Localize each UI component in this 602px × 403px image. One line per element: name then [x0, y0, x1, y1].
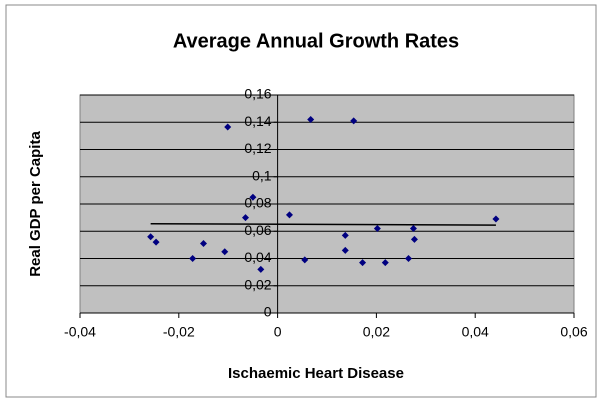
y-tick-label: 0	[264, 304, 272, 320]
point	[152, 238, 160, 246]
point	[307, 116, 315, 124]
trendline	[150, 223, 496, 226]
x-tick-label: -0,02	[163, 324, 195, 340]
point	[147, 233, 155, 241]
y-tick-label: 0,12	[244, 140, 271, 156]
point	[189, 255, 197, 262]
y-axis-label: Real GDP per Capita	[27, 131, 44, 277]
point	[249, 193, 257, 201]
point	[359, 259, 367, 267]
y-tick-label: 0,16	[244, 86, 271, 102]
point	[410, 235, 418, 243]
y-tick-label: 0,14	[244, 113, 271, 129]
x-axis-label: Ischaemic Heart Disease	[228, 365, 404, 382]
point	[257, 265, 265, 273]
point	[285, 211, 293, 219]
point	[492, 215, 500, 223]
point	[381, 259, 389, 267]
chart-title: Average Annual Growth Rates	[173, 30, 459, 52]
x-tick-label: 0,06	[560, 324, 587, 340]
point	[341, 246, 349, 254]
y-tick-label: 0,04	[244, 249, 271, 265]
x-tick-label: 0	[274, 324, 282, 340]
point	[241, 214, 249, 222]
point	[350, 117, 358, 125]
point	[224, 123, 232, 131]
x-tick-label: 0,04	[462, 324, 489, 340]
point	[200, 240, 207, 248]
y-tick-label: 0,02	[244, 276, 271, 292]
y-tick-label: 0,06	[244, 222, 271, 238]
y-tick-label: 0,1	[252, 167, 272, 183]
y-tick-label: 0,08	[244, 195, 271, 211]
x-tick-label: -0,04	[64, 324, 96, 340]
point	[301, 256, 309, 264]
point	[221, 248, 229, 256]
point	[405, 255, 413, 262]
point	[409, 225, 417, 233]
point	[341, 231, 349, 239]
x-tick-label: 0,02	[363, 324, 390, 340]
point	[373, 225, 381, 233]
